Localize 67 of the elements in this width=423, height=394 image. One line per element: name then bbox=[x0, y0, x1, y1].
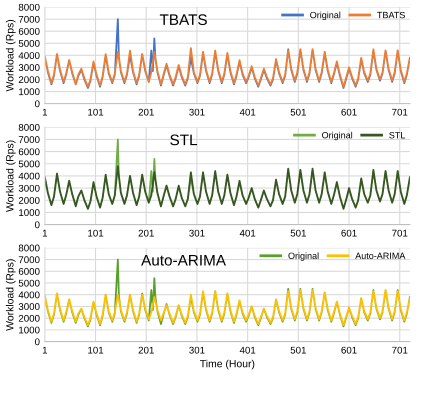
y-tick-label: 5000 bbox=[18, 40, 40, 47]
legend-label: Auto-ARIMA bbox=[355, 252, 406, 259]
y-axis-title: Workload (Rps) bbox=[6, 259, 16, 331]
x-tick-label: 101 bbox=[88, 346, 104, 354]
x-tick-label: 301 bbox=[189, 108, 205, 116]
x-tick-label: 101 bbox=[88, 108, 104, 116]
x-tick-label: 601 bbox=[341, 346, 357, 354]
y-tick-label: 5000 bbox=[18, 280, 40, 287]
x-tick-label: 301 bbox=[189, 346, 205, 354]
y-tick-label: 6000 bbox=[18, 268, 40, 275]
y-tick-label: 0 bbox=[34, 338, 40, 346]
x-tick-label: 501 bbox=[290, 108, 306, 116]
x-tick-label: 1 bbox=[42, 346, 48, 354]
x-axis-title: Time (Hour) bbox=[200, 360, 254, 370]
y-tick-label: 2000 bbox=[18, 314, 40, 322]
y-tick-label: 3000 bbox=[18, 184, 40, 192]
line-series bbox=[44, 289, 410, 326]
x-tick-label: 401 bbox=[240, 230, 256, 237]
x-tick-label: 601 bbox=[341, 230, 357, 237]
x-tick-label: 1 bbox=[42, 108, 48, 116]
y-axis-title: Workload (Rps) bbox=[6, 140, 16, 212]
chart-title: Auto-ARIMA bbox=[141, 254, 226, 266]
legend-label: Original bbox=[288, 252, 318, 261]
y-tick-label: 3000 bbox=[18, 64, 40, 72]
x-tick-label: 601 bbox=[341, 108, 357, 116]
y-tick-label: 4000 bbox=[18, 52, 40, 59]
y-tick-label: 2000 bbox=[18, 196, 40, 204]
y-tick-label: 6000 bbox=[18, 28, 40, 35]
y-tick-label: 8000 bbox=[18, 124, 40, 131]
y-tick-label: 7000 bbox=[18, 256, 40, 264]
y-tick-label: 7000 bbox=[18, 136, 40, 144]
y-tick-label: 3000 bbox=[18, 303, 40, 310]
legend-label: TBATS bbox=[377, 12, 405, 18]
y-tick-label: 8000 bbox=[18, 4, 40, 11]
x-tick-label: 501 bbox=[290, 346, 306, 354]
y-tick-label: 0 bbox=[34, 100, 40, 108]
y-tick-label: 2000 bbox=[18, 76, 40, 84]
y-tick-label: 8000 bbox=[18, 244, 40, 252]
x-tick-label: 401 bbox=[240, 108, 256, 116]
x-tick-label: 301 bbox=[189, 230, 205, 237]
y-tick-label: 1000 bbox=[19, 88, 40, 96]
x-tick-label: 201 bbox=[138, 230, 154, 237]
x-tick-label: 701 bbox=[392, 230, 408, 237]
x-tick-label: 101 bbox=[88, 230, 104, 237]
y-axis-title: Workload (Rps) bbox=[6, 20, 16, 92]
line-series bbox=[44, 47, 410, 88]
x-tick-label: 701 bbox=[392, 108, 408, 116]
chart-title: STL bbox=[170, 134, 198, 146]
x-tick-label: 501 bbox=[290, 230, 306, 237]
x-tick-label: 201 bbox=[138, 346, 154, 354]
x-tick-label: 201 bbox=[138, 108, 154, 116]
x-tick-label: 401 bbox=[240, 346, 256, 354]
y-tick-label: 1000 bbox=[19, 326, 40, 334]
x-tick-label: 701 bbox=[392, 346, 408, 354]
chart-title: TBATS bbox=[160, 14, 207, 26]
y-tick-label: 1000 bbox=[19, 209, 40, 216]
x-tick-label: 1 bbox=[42, 230, 48, 236]
legend-label: Original bbox=[322, 132, 352, 140]
y-tick-label: 0 bbox=[34, 221, 40, 228]
line-series bbox=[44, 165, 410, 210]
legend-label: Original bbox=[310, 12, 340, 20]
y-tick-label: 5000 bbox=[18, 160, 40, 168]
y-tick-label: 4000 bbox=[18, 172, 40, 180]
y-tick-label: 6000 bbox=[18, 148, 40, 156]
legend-label: STL bbox=[389, 132, 406, 138]
y-tick-label: 7000 bbox=[18, 16, 40, 23]
y-tick-label: 4000 bbox=[18, 291, 40, 298]
